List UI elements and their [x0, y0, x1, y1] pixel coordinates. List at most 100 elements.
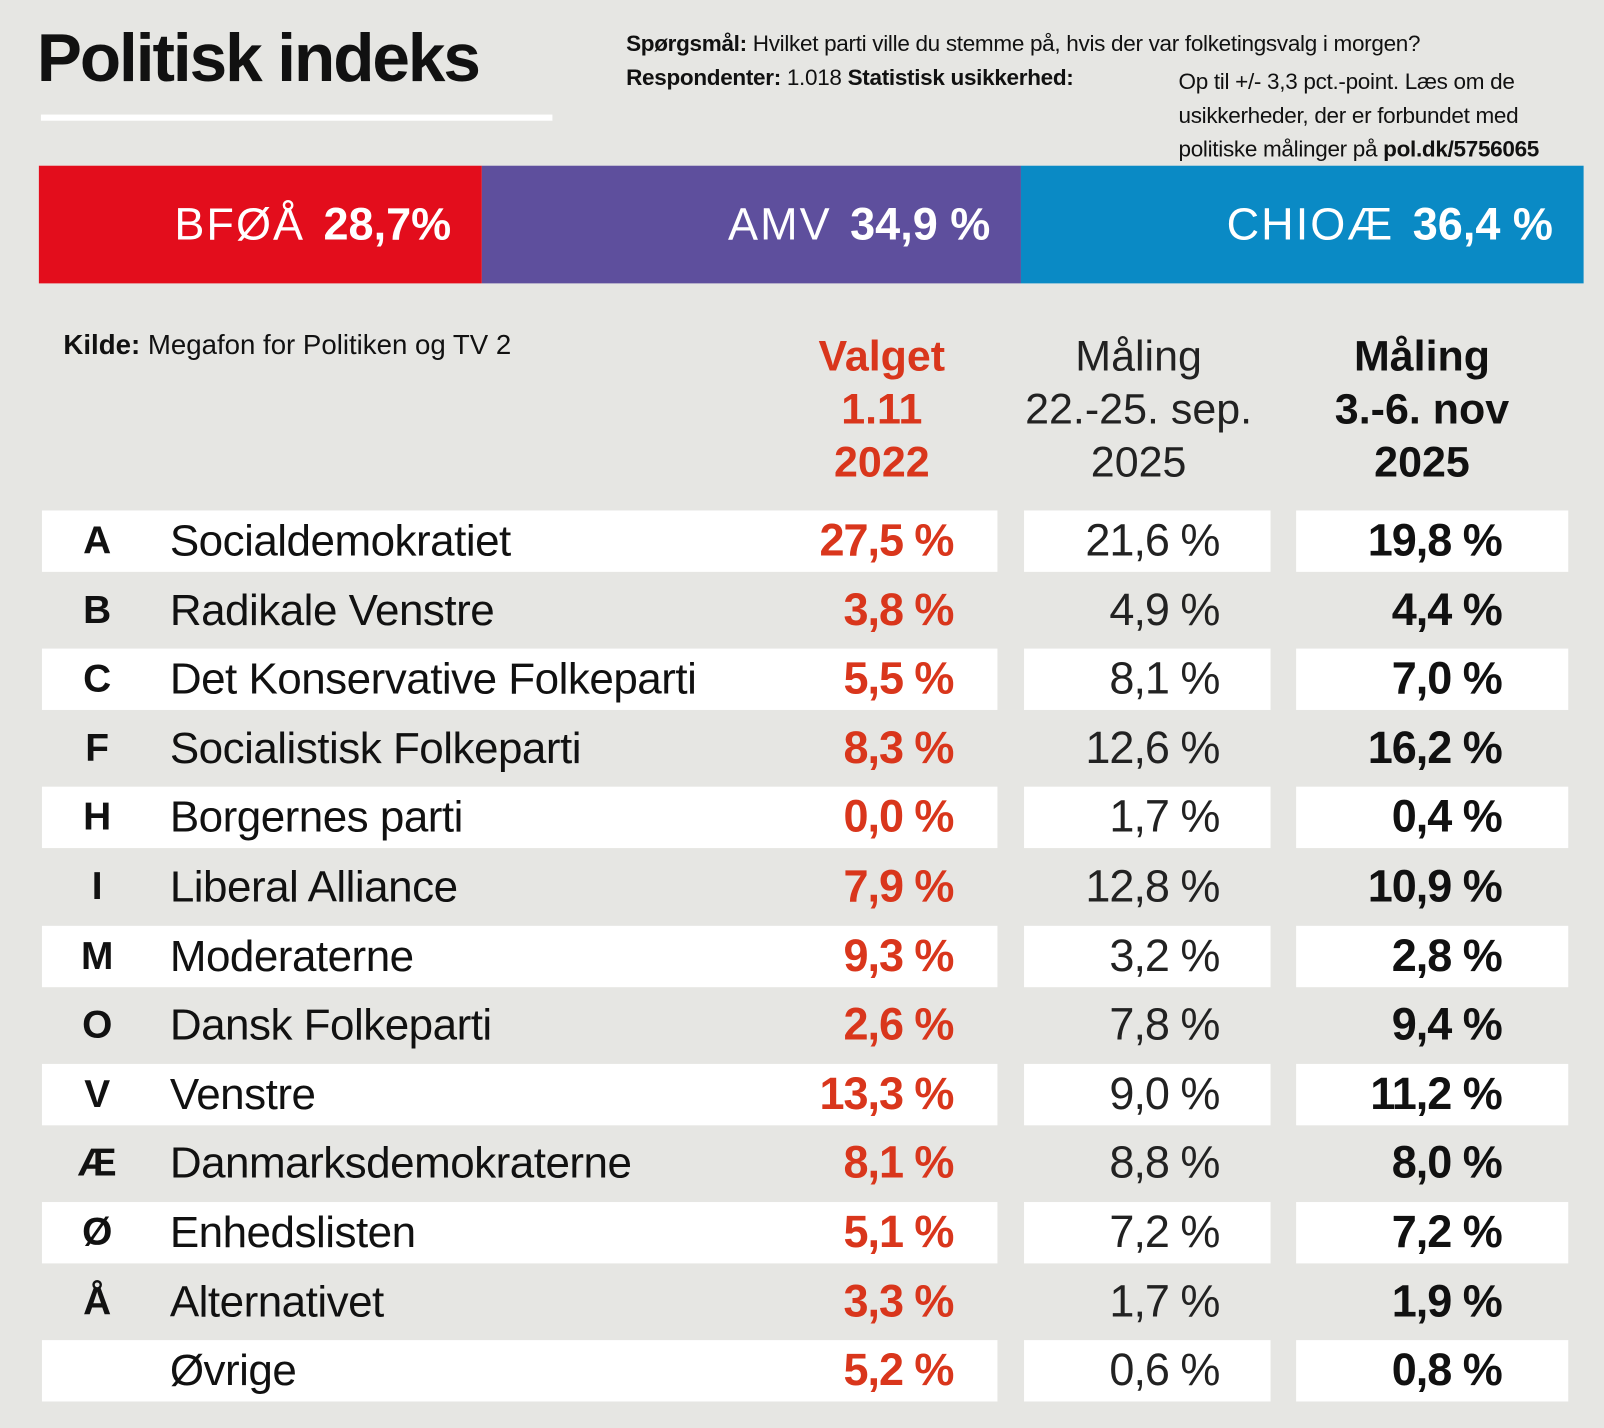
- value: 12,6 %: [1085, 723, 1220, 774]
- uncertainty: Op til +/- 3,3 pct.-point. Læs om de usi…: [1178, 64, 1587, 165]
- party-name: Radikale Venstre: [169, 585, 495, 635]
- value: 8,0 %: [1391, 1137, 1503, 1189]
- party-letter: H: [83, 796, 112, 840]
- party-letter: Æ: [77, 1142, 117, 1186]
- party-letter: M: [80, 934, 114, 978]
- label: Spørgsmål:: [626, 30, 747, 57]
- title-rule: [40, 114, 553, 121]
- party-name: Liberal Alliance: [169, 862, 458, 912]
- bloc-value: 28,7%: [323, 198, 452, 250]
- header-line: 22.-25. sep.: [1025, 384, 1253, 433]
- question-line: Spørgsmål: Hvilket parti ville du stemme…: [626, 31, 1420, 58]
- value: 1,9 %: [1391, 1276, 1503, 1327]
- value: 1,7 %: [1109, 792, 1220, 843]
- row-background: [1296, 1340, 1569, 1402]
- party-letter: I: [91, 865, 103, 909]
- value: 5,5 %: [843, 653, 954, 705]
- value: 8,3 %: [843, 723, 954, 774]
- value: 13,3 %: [819, 1068, 954, 1119]
- link[interactable]: pol.dk/5756065: [1383, 136, 1540, 162]
- bloc: BFØÅ 28,7%: [38, 165, 482, 284]
- party-name: Øvrige: [169, 1346, 297, 1396]
- row-background: [1296, 648, 1569, 711]
- value: 7,9 %: [843, 861, 954, 912]
- value: 8,8 %: [1109, 1137, 1220, 1189]
- bloc: CHIOÆ 36,4 %: [1020, 165, 1584, 284]
- value: 9,0 %: [1109, 1068, 1220, 1119]
- row-background: [1296, 787, 1569, 849]
- bloc-value: 34,9 %: [850, 198, 991, 250]
- party-name: Dansk Folkeparti: [169, 1000, 492, 1050]
- row-background: [1296, 510, 1569, 572]
- party-name: Danmarksdemokraterne: [169, 1138, 632, 1189]
- value: 16,2 %: [1367, 723, 1503, 774]
- party-name: Alternativet: [169, 1277, 384, 1327]
- row-background: [1024, 925, 1271, 987]
- row-background: [1296, 925, 1569, 987]
- bloc-value: 36,4 %: [1412, 198, 1553, 250]
- row-background: [41, 648, 998, 711]
- value: 0,6 %: [1109, 1345, 1220, 1396]
- respondents-line: Respondenter: 1.018 Statistisk usikkerhe…: [626, 64, 1074, 91]
- row-background: [41, 1202, 998, 1264]
- value: 1,7 %: [1109, 1276, 1220, 1327]
- header-line: Valget: [818, 331, 946, 380]
- party-name: Enhedslisten: [169, 1208, 416, 1258]
- value: 11,2 %: [1370, 1068, 1503, 1119]
- header-line: 2022: [834, 437, 930, 486]
- row-background: [1024, 510, 1271, 572]
- bloc: AMV 34,9 %: [481, 165, 1021, 284]
- value: 2,8 %: [1391, 930, 1503, 981]
- party-name: Socialdemokratiet: [169, 516, 511, 566]
- bloc-name: CHIOÆ: [1226, 198, 1395, 250]
- value: 2,6 %: [843, 999, 954, 1050]
- party-name: Borgernes parti: [169, 793, 464, 843]
- row-background: [1024, 1063, 1271, 1126]
- value: 5,1 %: [843, 1207, 954, 1258]
- label: Statistisk usikkerhed:: [847, 64, 1074, 91]
- value: 0,8 %: [1391, 1345, 1503, 1396]
- party-name: Socialistisk Folkeparti: [169, 724, 582, 774]
- value: 0,0 %: [843, 792, 954, 843]
- value: 27,5 %: [819, 515, 954, 566]
- value: 9,3 %: [843, 930, 954, 981]
- party-letter: V: [84, 1072, 111, 1116]
- value: 9,4 %: [1391, 999, 1503, 1050]
- value: 4,4 %: [1391, 584, 1503, 635]
- value: 10,9 %: [1367, 861, 1503, 912]
- bloc-name: BFØÅ: [174, 198, 306, 250]
- source-text: Megafon for Politiken og TV 2: [147, 329, 512, 361]
- column-header: Måling 3.-6. nov 2025: [1269, 329, 1576, 489]
- value: 4,9 %: [1109, 584, 1220, 635]
- header-line: 1.11: [841, 384, 923, 433]
- respondents: 1.018: [786, 64, 842, 91]
- value: 7,2 %: [1391, 1207, 1503, 1258]
- row-background: [41, 510, 998, 572]
- value: 3,3 %: [843, 1276, 954, 1327]
- party-letter: Å: [83, 1280, 112, 1324]
- header-line: 2025: [1374, 437, 1470, 486]
- value: 3,2 %: [1109, 930, 1220, 981]
- party-letter: B: [83, 588, 112, 632]
- party-letter: Ø: [82, 1211, 113, 1255]
- header-line: Måling: [1353, 331, 1490, 380]
- value: 8,1 %: [843, 1137, 954, 1189]
- value: 7,0 %: [1391, 653, 1503, 705]
- row-background: [41, 1063, 998, 1126]
- party-letter: F: [85, 727, 110, 771]
- value: 7,2 %: [1109, 1207, 1220, 1258]
- value: 0,4 %: [1391, 792, 1503, 843]
- party-name: Venstre: [169, 1069, 316, 1119]
- column-header: Valget 1.11 2022: [728, 329, 1035, 489]
- question: Hvilket parti ville du stemme på, hvis d…: [752, 30, 1421, 57]
- row-background: [1024, 1340, 1271, 1402]
- party-name: Moderaterne: [169, 931, 414, 981]
- title: Politisk indeks: [36, 19, 481, 96]
- value: 3,8 %: [843, 584, 954, 635]
- row-background: [1296, 1202, 1569, 1264]
- row-background: [1024, 787, 1271, 849]
- label: Kilde:: [63, 329, 141, 361]
- row-background: [41, 787, 998, 849]
- party-name: Det Konservative Folkeparti: [169, 654, 697, 705]
